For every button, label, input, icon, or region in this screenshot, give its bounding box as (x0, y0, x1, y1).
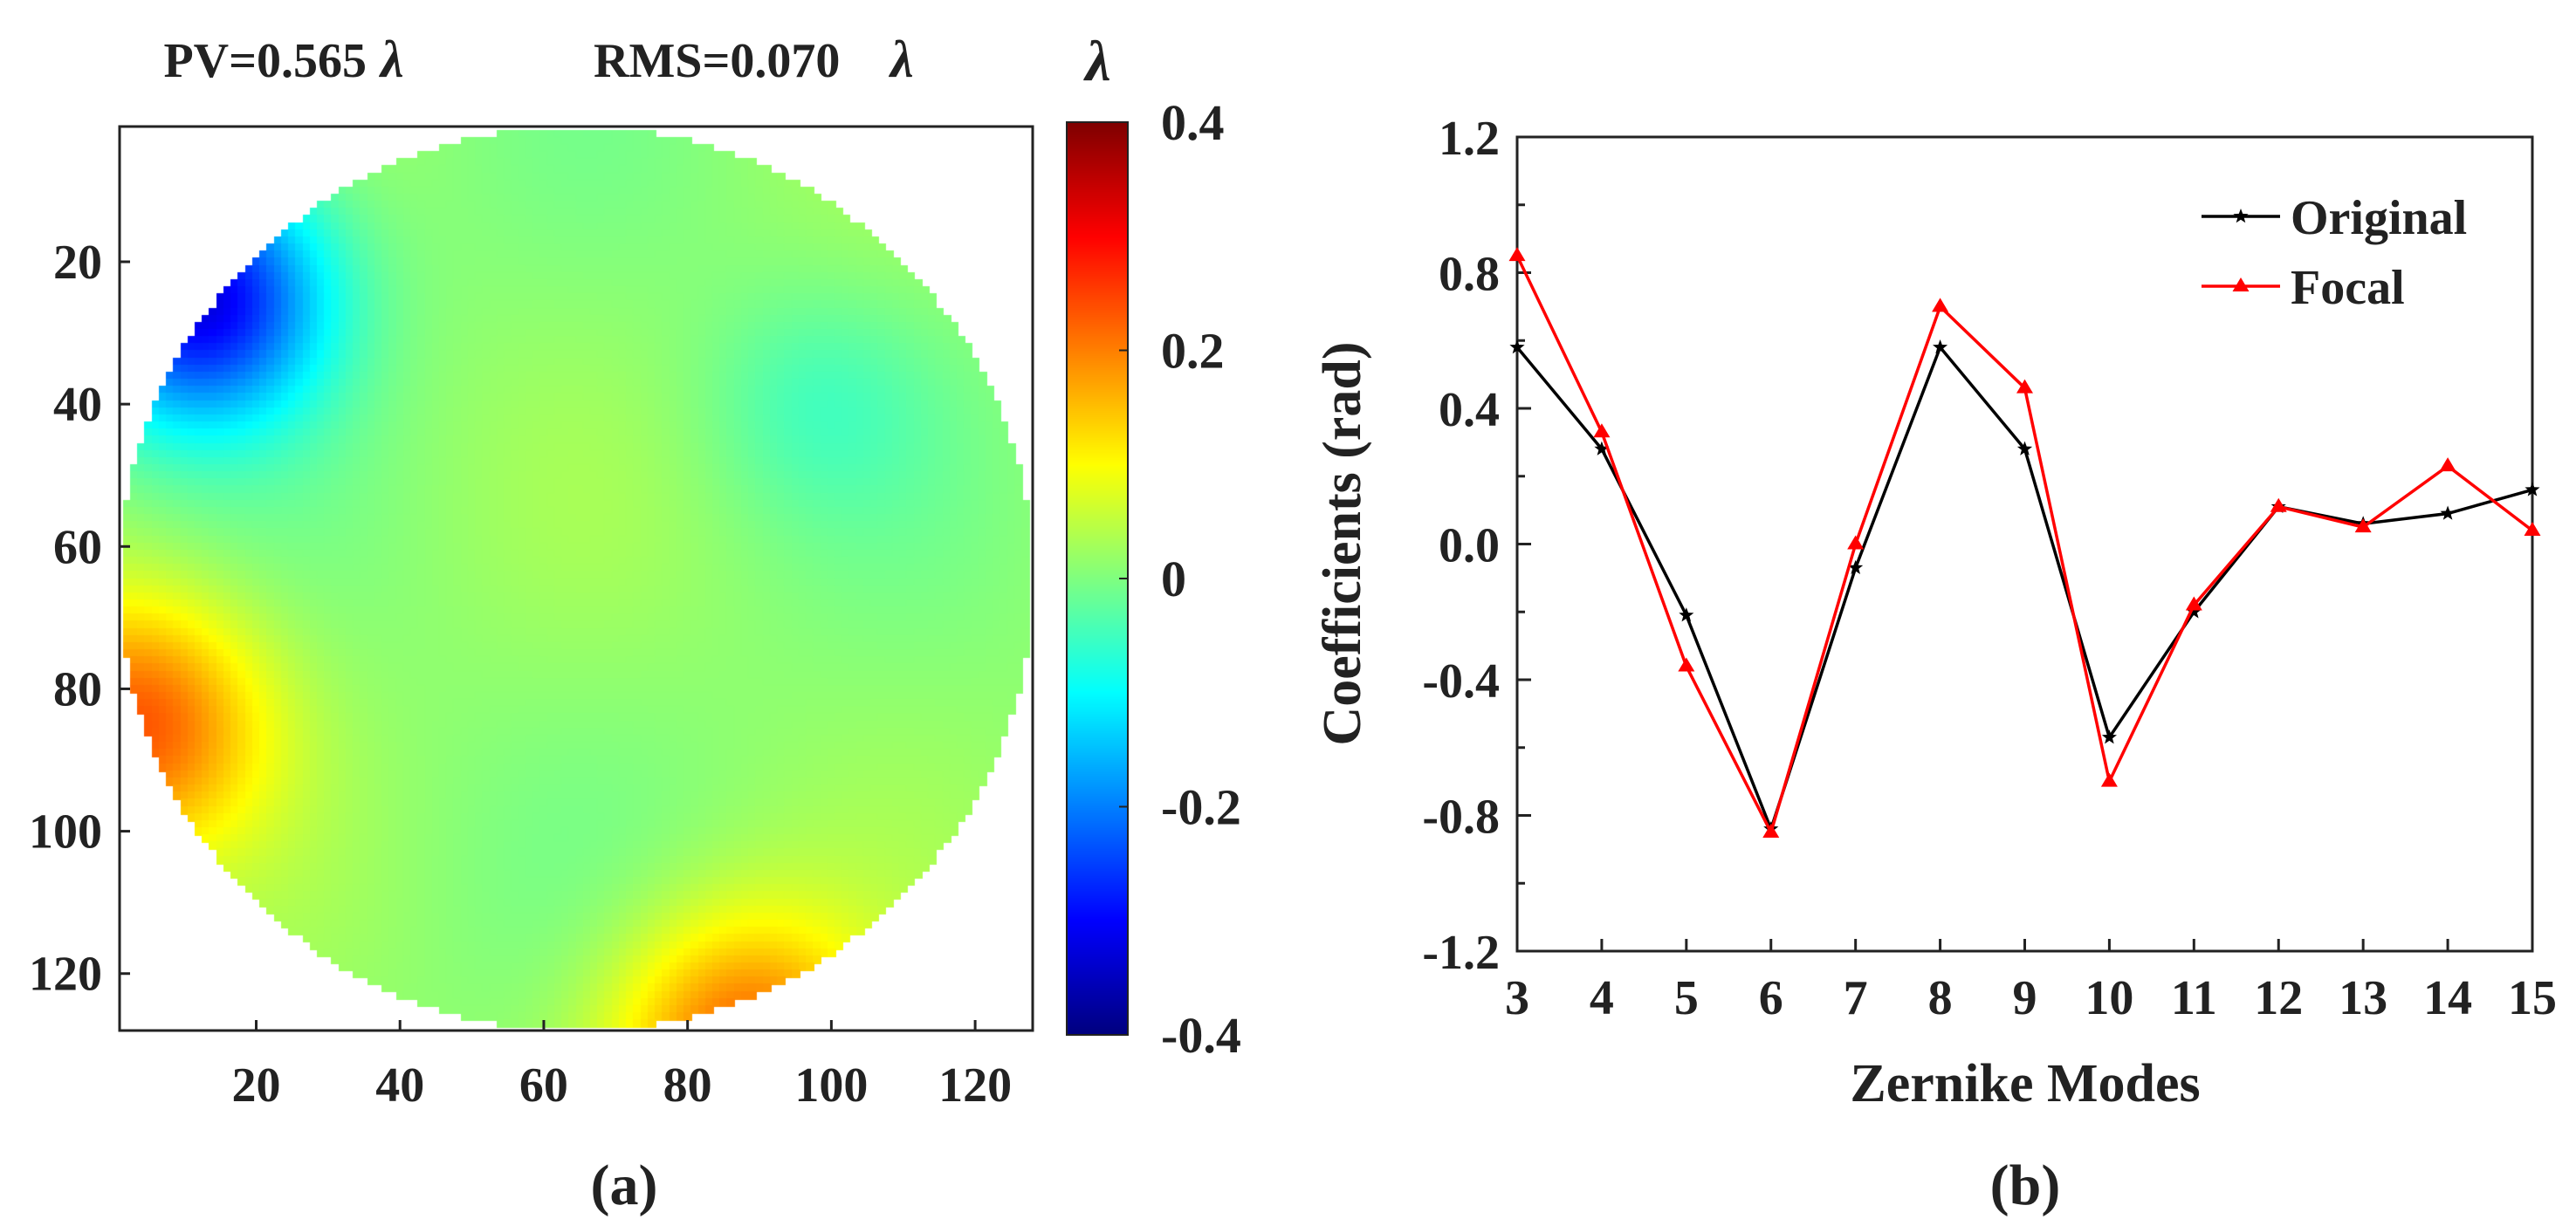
y-tick-label: 120 (29, 948, 102, 1002)
y-tick-label: 0.8 (1439, 248, 1500, 302)
y-tick-label: -0.4 (1422, 654, 1500, 709)
series-focal-point (2016, 379, 2033, 394)
series-original-point (2186, 604, 2202, 619)
y-tick-label: 100 (29, 805, 102, 859)
coefficients-y-axis: 1.2 0.8 0.4 0.0 -0.4 -0.8 -1.2 (1422, 112, 1531, 980)
legend-original-label: Original (2291, 191, 2467, 245)
series-original-point (1509, 339, 1525, 354)
wavefront-map-container (120, 127, 1033, 1031)
wavefront-y-axis: 20 40 60 80 100 120 (29, 236, 130, 1002)
colorbar (1067, 122, 1128, 1035)
x-tick-label: 120 (938, 1058, 1012, 1113)
coefficients-series (1508, 247, 2541, 838)
legend-original-marker (2233, 209, 2249, 223)
x-tick-label: 11 (2171, 971, 2217, 1025)
wavefront-map (120, 127, 1033, 1031)
y-tick-label: 80 (53, 662, 102, 716)
wavefront-panel: PV=0.565 λ RMS=0.070 λ 20 40 60 80 100 120 20… (29, 30, 1241, 1217)
wavefront-title-pv-unit: λ (378, 31, 404, 88)
series-original (1509, 339, 2540, 836)
series-focal-point (2185, 596, 2202, 611)
wavefront-title-rms-unit: λ (888, 31, 914, 88)
colorbar-container (1067, 122, 1128, 1035)
series-focal-point (1932, 298, 1949, 312)
series-focal-point (2439, 457, 2456, 472)
series-focal-line (1515, 255, 2534, 837)
legend-focal-marker (2232, 277, 2250, 291)
series-original-point (1933, 339, 1948, 354)
wavefront-x-axis: 20 40 60 80 100 120 (231, 1020, 1012, 1113)
colorbar-ticks: 0.4 0.2 0 -0.2 -0.4 (1119, 94, 1241, 1064)
wavefront-axes-frame (118, 125, 1034, 1032)
series-focal-point (1508, 247, 1526, 262)
x-tick-label: 13 (2339, 971, 2387, 1025)
y-tick-label: 0.4 (1439, 383, 1500, 437)
series-original-point (2440, 505, 2456, 520)
x-tick-label: 7 (1844, 971, 1868, 1025)
colorbar-tick-label: -0.2 (1161, 779, 1241, 836)
series-focal-point (1847, 535, 1865, 550)
y-tick-label: 20 (53, 236, 102, 290)
colorbar-tick-label: 0.2 (1161, 323, 1225, 380)
series-original-point (2524, 482, 2540, 497)
series-original-point (1679, 607, 1694, 622)
legend: Original Focal (2202, 191, 2467, 315)
colorbar-tick-label: -0.4 (1161, 1007, 1241, 1064)
colorbar-unit-label: λ (1082, 30, 1110, 93)
x-tick-label: 9 (2013, 971, 2037, 1025)
x-tick-label: 4 (1590, 971, 1614, 1025)
y-tick-label: 1.2 (1439, 112, 1500, 166)
colorbar-tick-label: 0 (1161, 551, 1186, 607)
series-focal (1508, 247, 2541, 838)
y-tick-label: 40 (53, 378, 102, 432)
x-tick-label: 5 (1674, 971, 1699, 1025)
x-tick-label: 12 (2254, 971, 2303, 1025)
series-focal-point (1593, 423, 1611, 438)
series-original-point (1594, 441, 1610, 455)
coefficients-x-label: Zernike Modes (1850, 1054, 2200, 1113)
series-original-point (2101, 729, 2117, 744)
series-original-point (2016, 441, 2033, 455)
coefficients-y-label: Coefficients (rad) (1313, 341, 1372, 745)
y-tick-label: -0.8 (1422, 791, 1500, 845)
x-tick-label: 100 (794, 1058, 868, 1113)
x-tick-label: 80 (663, 1058, 712, 1113)
series-original-line (1515, 344, 2533, 834)
x-tick-label: 10 (2085, 971, 2133, 1025)
legend-focal-label: Focal (2291, 261, 2405, 315)
x-tick-label: 14 (2423, 971, 2472, 1025)
series-focal-point (2524, 521, 2541, 536)
coefficients-panel: 1.2 0.8 0.4 0.0 -0.4 -0.8 -1.2 3 4 5 6 7 8 9 10 11 12 13… (1313, 112, 2557, 1217)
x-tick-label: 60 (519, 1058, 568, 1113)
y-tick-label: 60 (53, 520, 102, 574)
wavefront-title-rms: RMS=0.070 (594, 34, 840, 88)
x-tick-label: 20 (231, 1058, 280, 1113)
y-tick-label: -1.2 (1422, 926, 1500, 980)
series-focal-point (2354, 518, 2372, 533)
x-tick-label: 6 (1759, 971, 1783, 1025)
x-tick-label: 3 (1505, 971, 1529, 1025)
series-focal-point (2270, 497, 2287, 512)
x-tick-label: 15 (2508, 971, 2557, 1025)
panel-b-label: (b) (1990, 1154, 2061, 1217)
wavefront-title-pv: PV=0.565 (163, 34, 367, 88)
colorbar-tick-label: 0.4 (1161, 94, 1225, 151)
series-focal-point (1762, 823, 1780, 838)
y-tick-label: 0.0 (1439, 519, 1500, 573)
x-tick-label: 8 (1928, 971, 1953, 1025)
coefficients-axes-frame (1515, 135, 2534, 953)
series-focal-point (1678, 657, 1695, 672)
series-focal-point (2100, 772, 2118, 787)
coefficients-x-axis: 3 4 5 6 7 8 9 10 11 12 13 14 15 (1505, 939, 2557, 1025)
panel-a-label: (a) (591, 1154, 658, 1217)
series-original-point (1848, 559, 1864, 574)
x-tick-label: 40 (375, 1058, 424, 1113)
